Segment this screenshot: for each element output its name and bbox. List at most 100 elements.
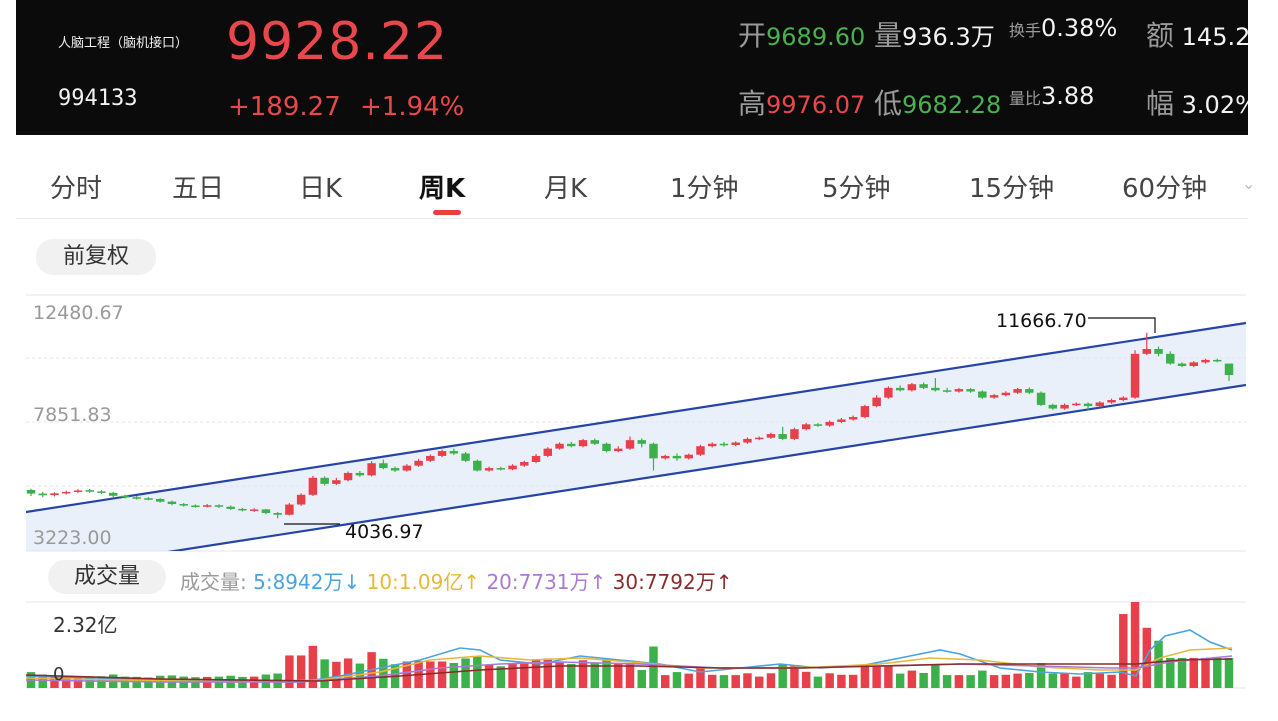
volume-bar [696, 667, 705, 688]
volume-bar [484, 664, 494, 688]
volume-bar [754, 676, 764, 688]
volume-bar [97, 676, 106, 688]
volume-bar [473, 656, 482, 688]
candle-body [473, 460, 482, 471]
candle-body [1095, 402, 1105, 407]
volume-bar [343, 658, 353, 688]
candle-body [308, 477, 318, 495]
candle-body [1048, 404, 1058, 409]
candle-body [202, 505, 212, 507]
volume-bar [449, 662, 459, 688]
active-tab-indicator [433, 210, 461, 215]
candle-body [989, 395, 999, 398]
candle-body [179, 504, 188, 506]
volume-bar [1095, 673, 1105, 688]
candle-body [191, 505, 200, 508]
volume-bar [743, 673, 752, 688]
candle-body [625, 440, 635, 449]
candle-body [1083, 403, 1093, 407]
stat-low: 低9682.28 [874, 87, 1002, 120]
volume-bar [614, 663, 623, 688]
volume-bar [437, 661, 447, 688]
candle-body [743, 438, 752, 443]
volume-bar [1142, 627, 1152, 688]
period-tabs: 分时 五日 日K 周K 月K 1分钟 5分钟 15分钟 60分钟 ⌄ [16, 140, 1255, 219]
candle-body [1060, 404, 1069, 409]
candle-body [872, 397, 881, 407]
tab-60min[interactable]: 60分钟 [1122, 174, 1208, 204]
volume-bar [543, 658, 553, 688]
candle-body [931, 387, 940, 391]
volume-bar [144, 677, 153, 688]
volume-bar [778, 664, 787, 688]
candle-body [320, 477, 329, 484]
volume-ma5-line [25, 629, 1233, 683]
adjust-mode-button[interactable]: 前复权 [36, 239, 156, 275]
candle-body [1177, 363, 1187, 366]
volume-bar [1130, 602, 1140, 688]
tab-intraday[interactable]: 分时 [50, 174, 103, 204]
candle-body [1130, 353, 1140, 398]
price-axis-bottom: 3223.00 [33, 527, 112, 549]
candles [26, 332, 1234, 519]
tab-15min[interactable]: 15分钟 [969, 174, 1055, 204]
candle-body [1013, 389, 1022, 393]
volume-bar [426, 661, 435, 688]
candle-body [649, 443, 658, 459]
volume-indicator-button[interactable]: 成交量 [48, 560, 166, 594]
candle-body [837, 419, 846, 422]
volume-bar [707, 674, 717, 688]
candle-body [919, 384, 928, 388]
candle-body [332, 480, 341, 484]
candle-body [1166, 353, 1175, 364]
volume-bar [1001, 674, 1011, 688]
volume-bar [73, 676, 83, 688]
candle-body [1189, 362, 1198, 366]
candle-body [85, 490, 94, 492]
candle-body [602, 443, 611, 452]
candle-body [637, 440, 646, 444]
candle-body [860, 406, 870, 418]
stat-volume: 量936.3万 [874, 19, 995, 52]
index-name: 人脑工程（脑机接口） [58, 36, 189, 51]
candle-body [437, 451, 447, 456]
candle-body [567, 443, 576, 447]
tab-monthly-k[interactable]: 月K [544, 174, 588, 204]
volume-ma10-value: 10:1.09亿↑ [366, 570, 481, 594]
volume-bar [62, 676, 71, 688]
tab-weekly-k[interactable]: 周K [419, 174, 466, 204]
volume-bar [684, 673, 693, 688]
low-annotation: 4036.97 [345, 521, 424, 543]
chevron-down-icon[interactable]: ⌄ [1242, 174, 1256, 193]
candle-body [214, 505, 224, 507]
volume-bar [1224, 657, 1234, 688]
candle-body [73, 490, 83, 492]
volume-axis-max: 2.32亿 [53, 613, 118, 637]
candle-body [1107, 400, 1116, 403]
tab-daily-k[interactable]: 日K [299, 174, 343, 204]
candle-body [50, 493, 59, 496]
tab-5min[interactable]: 5分钟 [822, 174, 891, 204]
candle-body [1001, 392, 1011, 396]
stat-turnover: 换手0.38% [1009, 14, 1118, 42]
price-change: +189.27 [228, 92, 341, 122]
candle-body [1072, 403, 1081, 406]
candle-body [825, 421, 834, 426]
volume-bar [954, 675, 964, 688]
volume-bar [719, 675, 729, 688]
volume-bar [766, 673, 776, 688]
current-price: 9928.22 [226, 12, 449, 72]
volume-bar [1177, 657, 1187, 688]
volume-bar [978, 670, 987, 688]
volume-bar [1060, 673, 1069, 688]
candle-body [848, 417, 858, 420]
tab-1min[interactable]: 1分钟 [670, 174, 739, 204]
volume-bar [320, 659, 329, 688]
channel-upper-line [26, 321, 1246, 514]
price-change-pct: +1.94% [360, 92, 465, 122]
stat-amount: 额 145.2 [1146, 19, 1248, 52]
volume-bar [931, 664, 940, 688]
tab-five-day[interactable]: 五日 [172, 174, 225, 204]
candle-body [402, 465, 412, 471]
